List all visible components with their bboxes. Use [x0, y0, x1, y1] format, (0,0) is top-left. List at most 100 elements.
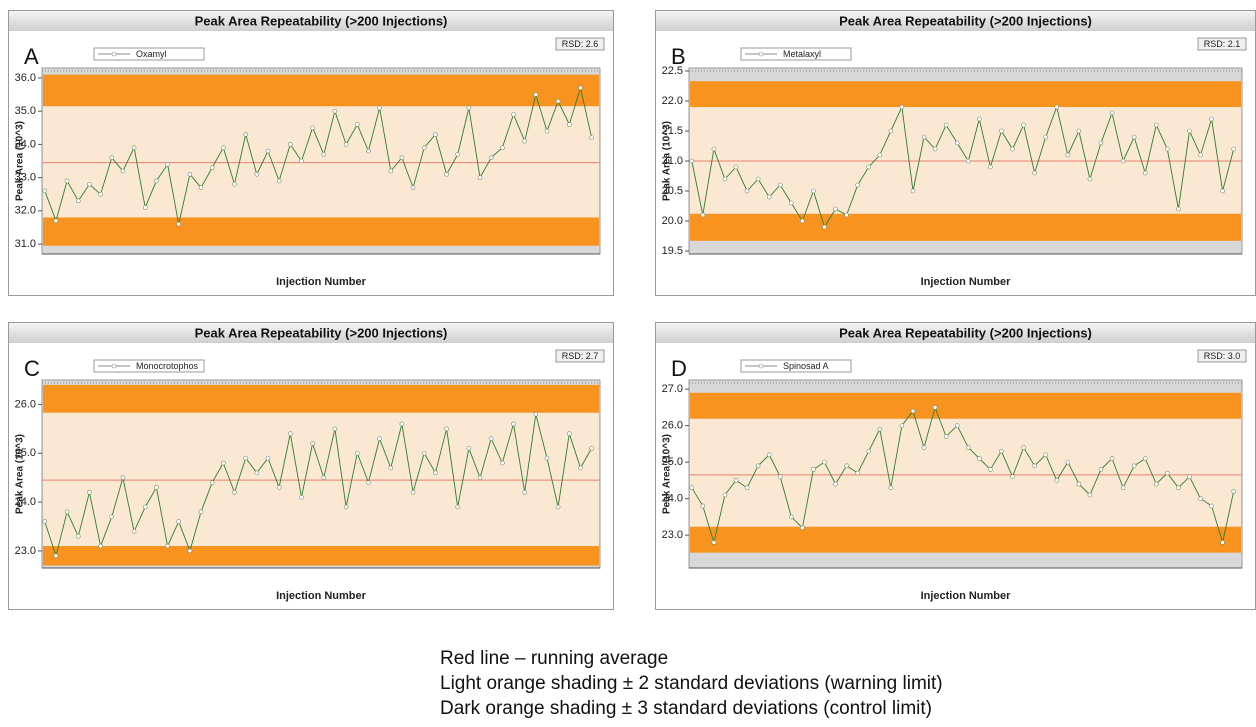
- data-point: [321, 152, 327, 157]
- data-point: [1076, 481, 1082, 487]
- data-point: [1043, 134, 1048, 140]
- data-point: [1021, 122, 1026, 128]
- data-point: [755, 176, 761, 182]
- data-point: [1054, 104, 1060, 110]
- data-point: [877, 152, 883, 158]
- data-point: [711, 540, 717, 545]
- data-point: [844, 463, 849, 469]
- data-point: [777, 474, 783, 480]
- data-point: [410, 490, 416, 495]
- control-band-lower: [690, 213, 1241, 241]
- data-point: [232, 490, 237, 495]
- data-point: [954, 140, 960, 146]
- panel-label: A: [24, 44, 39, 69]
- data-point: [1209, 503, 1214, 509]
- data-point: [488, 436, 494, 441]
- y-tick-label: 24.0: [15, 496, 36, 508]
- control-band-lower: [43, 217, 599, 246]
- legend-box: [740, 47, 852, 61]
- data-point: [888, 485, 894, 490]
- data-point: [343, 142, 349, 147]
- data-point: [142, 205, 148, 210]
- data-point: [777, 182, 783, 188]
- y-tick-label: 25.0: [15, 447, 36, 459]
- data-point: [176, 519, 182, 524]
- data-point: [1054, 478, 1060, 483]
- chart-title: Peak Area Repeatability (>200 Injections…: [839, 325, 1092, 340]
- data-point: [1032, 463, 1037, 469]
- data-point: [1010, 474, 1015, 480]
- y-tick-label: 34.0: [15, 138, 36, 150]
- data-point: [1131, 134, 1137, 140]
- data-point: [455, 504, 461, 510]
- data-point: [766, 194, 772, 200]
- x-axis-title: Injection Number: [921, 276, 1012, 288]
- data-point: [165, 162, 170, 167]
- data-point: [466, 105, 472, 111]
- warning-band: [690, 418, 1241, 527]
- data-point: [500, 460, 505, 466]
- data-point: [366, 480, 371, 485]
- data-point: [578, 85, 583, 91]
- rsd-label: RSD: 2.1: [1204, 39, 1241, 49]
- data-point: [131, 529, 137, 534]
- y-tick-label: 33.0: [15, 172, 36, 184]
- data-point: [276, 485, 282, 490]
- data-point: [1165, 470, 1170, 476]
- data-point: [965, 158, 971, 164]
- data-point: [477, 475, 483, 480]
- rsd-label: RSD: 2.6: [562, 39, 599, 49]
- y-tick-label: 25.0: [662, 456, 683, 468]
- data-point: [221, 145, 226, 151]
- y-tick-label: 31.0: [15, 238, 36, 250]
- legend-box: [93, 359, 205, 373]
- note: Light orange shading ± 2 standard deviat…: [440, 673, 943, 694]
- data-point: [744, 188, 750, 194]
- data-point: [1198, 152, 1203, 158]
- legend-label: Spinosad A: [783, 361, 829, 371]
- data-line: [44, 86, 593, 225]
- x-axis-title: Injection Number: [276, 276, 367, 288]
- data-point: [165, 543, 170, 549]
- data-point: [822, 459, 827, 465]
- data-point: [477, 175, 483, 180]
- data-point: [254, 171, 260, 177]
- data-point: [888, 128, 894, 134]
- control-band-lower: [43, 546, 599, 566]
- data-point: [488, 155, 494, 160]
- y-axis-title: Peak Area (10^3): [15, 121, 26, 201]
- data-point: [800, 218, 805, 224]
- data-point: [1231, 489, 1237, 494]
- data-point: [198, 185, 204, 190]
- data-point: [943, 122, 949, 128]
- data-point: [64, 178, 70, 184]
- y-tick-label: 26.0: [15, 398, 36, 410]
- control-band-upper: [690, 81, 1241, 107]
- data-point: [1142, 170, 1148, 176]
- data-point: [120, 168, 126, 174]
- data-point: [53, 218, 59, 224]
- legend-marker: [758, 51, 764, 57]
- data-point: [589, 446, 594, 451]
- x-axis-title: Injection Number: [921, 590, 1012, 602]
- data-point: [388, 465, 394, 471]
- data-point: [689, 485, 695, 490]
- data-point: [388, 168, 394, 174]
- data-point: [254, 470, 260, 476]
- data-point: [377, 105, 382, 111]
- data-point: [1109, 110, 1115, 116]
- y-tick-label: 23.0: [662, 529, 683, 541]
- data-point: [154, 178, 159, 184]
- warning-band: [43, 106, 599, 218]
- data-point: [265, 455, 271, 461]
- data-point: [910, 188, 916, 194]
- data-point: [988, 467, 993, 472]
- data-point: [877, 426, 883, 432]
- y-tick-label: 21.5: [662, 125, 683, 137]
- y-tick-label: 22.5: [662, 65, 683, 77]
- legend-box: [740, 359, 852, 373]
- data-point: [899, 423, 905, 428]
- data-point: [120, 475, 126, 480]
- data-point: [1153, 481, 1159, 487]
- data-point: [722, 492, 728, 498]
